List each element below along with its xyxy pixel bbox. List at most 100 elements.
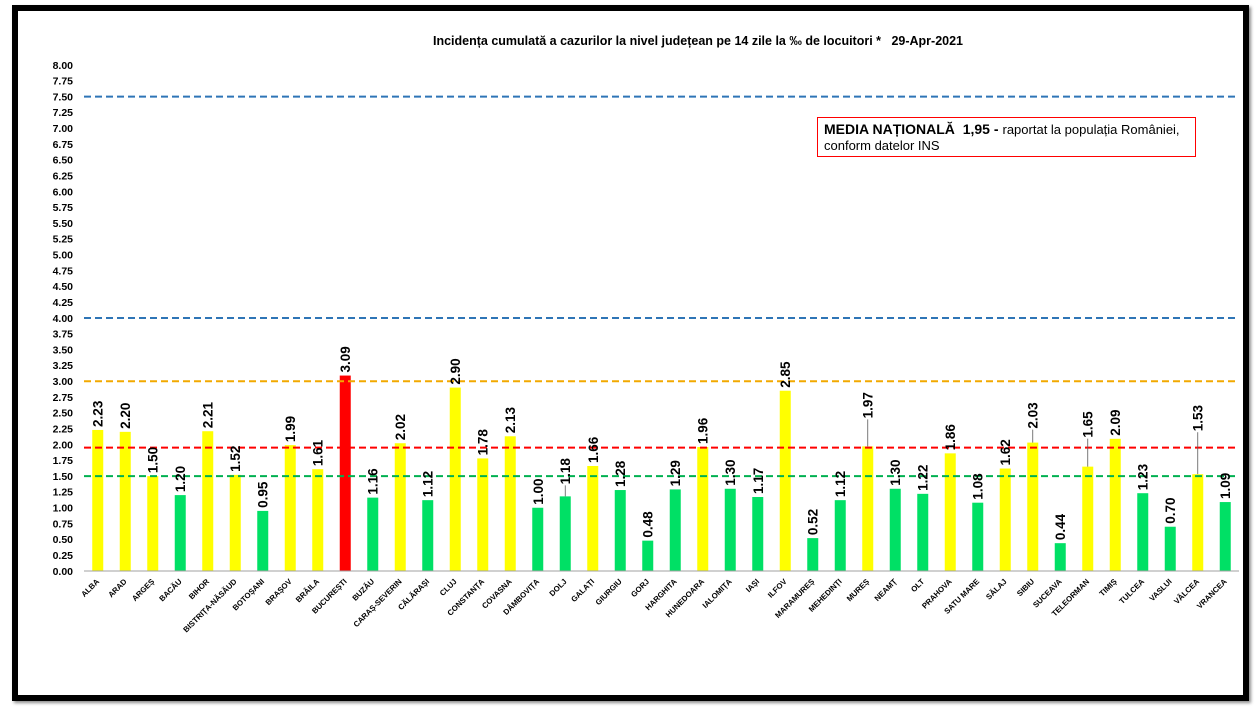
bar — [807, 538, 819, 571]
x-axis-tick-label: IALOMIȚA — [701, 577, 734, 610]
bar-value-label: 1.62 — [998, 439, 1013, 465]
bar — [1192, 474, 1204, 571]
national-average-annotation: MEDIA NAȚIONALĂ 1,95 - raportat la popula… — [817, 117, 1196, 157]
y-axis-tick-label: 2.75 — [53, 392, 74, 404]
bar-value-label: 2.23 — [91, 400, 106, 427]
bar — [862, 446, 874, 571]
bar-value-label: 1.08 — [971, 473, 986, 500]
y-axis-tick-label: 6.75 — [53, 139, 74, 151]
y-axis-tick-label: 2.50 — [53, 408, 74, 420]
bar — [477, 458, 489, 571]
bar-value-label: 1.52 — [228, 446, 243, 472]
y-axis-tick-label: 3.25 — [53, 360, 74, 372]
bar — [1219, 502, 1231, 571]
bar — [339, 375, 351, 571]
annotation-line-1: MEDIA NAȚIONALĂ 1,95 - raportat la popula… — [824, 121, 1190, 138]
bar-value-label: 0.70 — [1163, 497, 1178, 523]
bar — [147, 476, 159, 572]
x-axis-tick-label: BRAȘOV — [264, 576, 295, 607]
y-axis-tick-label: 0.25 — [53, 550, 74, 562]
x-axis-tick-label: ILFOV — [766, 576, 789, 599]
bar — [174, 495, 186, 571]
bar-value-label: 2.09 — [1108, 410, 1123, 436]
bar — [504, 436, 516, 571]
bar — [202, 431, 214, 571]
annotation-line-2: conform datelor INS — [824, 138, 940, 153]
x-axis-tick-label: BUZĂU — [350, 577, 376, 603]
x-axis-tick-label: IAȘI — [744, 577, 761, 594]
y-axis-tick-label: 0.50 — [53, 534, 74, 546]
x-axis-tick-label: GORJ — [629, 577, 651, 599]
y-axis-tick-label: 8.00 — [53, 60, 74, 72]
y-axis-tick-label: 5.00 — [53, 250, 74, 262]
bar-value-label: 1.97 — [861, 392, 876, 418]
x-axis-tick-label: MUREȘ — [845, 577, 871, 603]
bar — [752, 497, 764, 571]
bar-value-label: 1.29 — [668, 460, 683, 486]
bar — [559, 496, 571, 571]
leader-lines-group — [564, 419, 1199, 497]
bar — [724, 488, 736, 571]
bar — [614, 490, 626, 571]
bar-value-label: 1.99 — [283, 416, 298, 442]
bar-value-label: 1.17 — [751, 468, 766, 494]
bar-value-label: 1.09 — [1218, 473, 1233, 499]
bar — [422, 500, 434, 571]
bar-value-label: 1.22 — [916, 465, 931, 491]
bar — [312, 469, 324, 571]
bar — [917, 493, 929, 571]
y-axis: 0.00 0.25 0.50 0.75 1.00 1.25 1.50 1.75 2.00 2.25… — [53, 60, 74, 578]
bar — [669, 489, 681, 571]
y-axis-tick-label: 7.50 — [53, 91, 74, 103]
x-axis-tick-label: CARAȘ-SEVERIN — [352, 577, 404, 629]
y-axis-tick-label: 1.50 — [53, 471, 74, 483]
reference-lines-group — [84, 95, 1239, 478]
bars-group — [92, 375, 1231, 572]
bar — [944, 453, 956, 571]
bar-value-label: 0.52 — [806, 509, 821, 535]
bar — [1164, 526, 1176, 571]
bar-value-label: 1.00 — [531, 478, 546, 504]
bar-value-label: 1.96 — [696, 417, 711, 444]
bar-value-label: 1.12 — [833, 471, 848, 497]
bar-value-label: 0.44 — [1053, 513, 1068, 540]
bar — [92, 429, 104, 571]
y-axis-tick-label: 3.75 — [53, 329, 74, 341]
x-axis-tick-label: CLUJ — [438, 577, 459, 598]
y-axis-tick-label: 5.25 — [53, 234, 74, 246]
bar-value-label: 1.66 — [586, 436, 601, 463]
y-axis-tick-label: 6.00 — [53, 186, 74, 198]
bar-value-label: 2.21 — [201, 401, 216, 428]
y-axis-tick-label: 4.25 — [53, 297, 74, 309]
x-axis-tick-label: TIMIȘ — [1098, 577, 1119, 598]
y-axis-tick-label: 2.00 — [53, 439, 74, 451]
y-axis-tick-label: 1.00 — [53, 503, 74, 515]
bar — [1137, 493, 1149, 571]
y-axis-tick-label: 7.75 — [53, 76, 74, 88]
bar — [999, 468, 1011, 571]
bar — [834, 500, 846, 571]
bar-value-label: 1.28 — [613, 460, 628, 487]
y-axis-tick-label: 5.50 — [53, 218, 74, 230]
y-axis-tick-label: 7.25 — [53, 107, 74, 119]
x-axis-tick-label: TULCEA — [1117, 577, 1146, 606]
bar-value-label: 1.53 — [1191, 404, 1206, 431]
bar-value-label: 2.02 — [393, 414, 408, 440]
y-axis-tick-label: 3.00 — [53, 376, 74, 388]
x-axis-tick-label: VASLUI — [1147, 577, 1173, 603]
bar-value-label: 1.86 — [943, 424, 958, 451]
value-labels-group: 2.23 2.20 1.50 1.20 2.21 1.52 0.95 1.99 1.61 3.09… — [91, 346, 1234, 540]
bar-value-label: 2.13 — [503, 407, 518, 434]
bar-value-label: 1.18 — [558, 458, 573, 485]
bar — [284, 445, 296, 571]
y-axis-tick-label: 3.50 — [53, 344, 74, 356]
bar-value-label: 1.61 — [311, 439, 326, 466]
annotation-text: raportat la populația României, — [1002, 122, 1180, 137]
x-axis-tick-label: GALAȚI — [569, 577, 596, 604]
bar-value-label: 2.90 — [448, 358, 463, 384]
bar — [1082, 466, 1094, 571]
x-axis-tick-label: VRANCEA — [1195, 577, 1229, 611]
bar — [394, 443, 406, 571]
bar — [449, 387, 461, 571]
